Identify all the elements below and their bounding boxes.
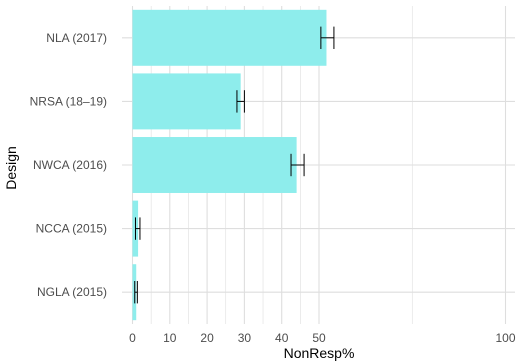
x-tick-label: 100	[495, 331, 515, 345]
y-tick-label: NRSA (18–19)	[30, 94, 107, 108]
bar	[132, 73, 241, 130]
y-axis-title: Design	[3, 146, 19, 190]
bar	[132, 137, 297, 193]
x-tick-label: 20	[200, 331, 214, 345]
error-bars	[134, 26, 335, 304]
x-tick-label: 10	[163, 331, 177, 345]
x-tick-label: 30	[238, 331, 252, 345]
y-axis-ticks: NLA (2017) NRSA (18–19) NWCA (2016) NCCA (2…	[30, 31, 107, 299]
x-tick-label: 50	[312, 331, 326, 345]
error-bar	[236, 90, 245, 113]
y-tick-label: NLA (2017)	[46, 31, 107, 45]
error-bar	[134, 217, 141, 240]
bars	[132, 9, 327, 321]
x-axis-ticks: 0 10 20 30 40 50 100	[129, 331, 516, 345]
x-tick-label: 0	[129, 331, 136, 345]
error-bar	[290, 153, 305, 177]
bar	[132, 9, 327, 66]
error-bar	[134, 281, 138, 304]
error-bar	[320, 26, 335, 49]
x-tick-label: 40	[275, 331, 289, 345]
y-tick-label: NWCA (2016)	[33, 158, 107, 172]
x-axis-title: NonResp%	[284, 345, 355, 361]
y-tick-label: NCCA (2015)	[36, 222, 107, 236]
y-tick-label: NGLA (2015)	[37, 285, 107, 299]
